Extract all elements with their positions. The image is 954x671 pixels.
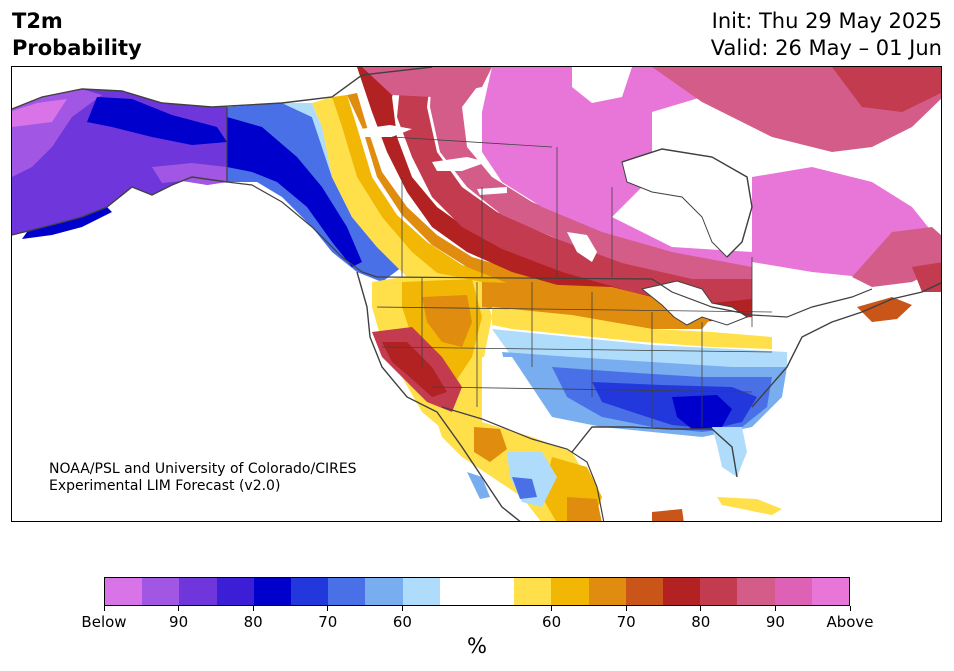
colorbar-ticks: Below 90 80 70 60 60 70 80 90 Above [81,606,874,636]
colorbar-tick [551,606,553,611]
colorbar-cell [625,578,664,605]
great-bear-lake [432,157,487,171]
forecast-dates: Init: Thu 29 May 2025 Valid: 26 May – 01… [711,8,942,62]
baffin-gap [712,127,792,167]
mexico-orange-spot [474,427,507,462]
great-slave-lake [360,125,412,137]
colorbar-cell [439,578,478,605]
maritimes-red [912,262,941,292]
map-credit: NOAA/PSL and University of Colorado/CIRE… [49,461,357,495]
colorbar-cell [588,578,626,605]
north-america-map [12,67,941,521]
title-variable: T2m [12,9,63,33]
colorbar-cell [811,578,850,605]
colorbar-cell [253,578,292,605]
title-product: Probability [12,36,142,60]
colorbar-tick [327,606,329,611]
colorbar-tick-label: 70 [318,613,338,631]
canada-west-deepblue [227,117,362,267]
colorbar-tick-label: Above [826,613,874,631]
colorbar-cell [142,578,180,605]
florida-light-blue [712,427,747,477]
colorbar-cell [514,578,552,605]
lake-winnipeg [567,232,597,262]
credit-line-1: NOAA/PSL and University of Colorado/CIRE… [49,461,357,477]
warm-band-darkorange [347,93,572,293]
colorbar-tick [700,606,702,611]
arctic-east-crimson [832,67,941,112]
warm-band-orange [332,95,532,297]
colorbar-cell [477,578,515,605]
colorbar-cell [105,578,143,605]
coastlines [12,67,941,521]
colorbar-tick [625,606,627,611]
colorbar-tick-label: 90 [765,613,785,631]
credit-line-2: Experimental LIM Forecast (v2.0) [49,478,281,494]
init-date: Init: Thu 29 May 2025 [711,9,942,33]
colorbar-cell [402,578,440,605]
baja-blue [467,472,490,499]
colorbar-tick [252,606,254,611]
warm-band-red [357,67,752,322]
colorbar-unit: % [467,634,487,658]
great-lakes [640,280,749,326]
mexico-darkorange [567,497,602,521]
canada-pink-interior [482,67,752,267]
colorbar-tick [774,606,776,611]
colorbar-tick-label: 60 [392,613,412,631]
colorbar-tick-label: 80 [243,613,263,631]
colorbar-cell [328,578,366,605]
valid-period: Valid: 26 May – 01 Jun [710,36,942,60]
colorbar-tick-label: Below [81,613,127,631]
colorbar-tick [401,606,403,611]
colorbar-tick [178,606,180,611]
map-title: T2m Probability [12,8,142,62]
colorbar-cell [551,578,589,605]
warm-band-yellow [312,97,482,297]
colorbar-cell [774,578,812,605]
alaska-pink-edge [12,99,67,127]
colorbar-tick [103,606,105,611]
state-borders [376,136,773,427]
lake-athabasca [477,187,507,195]
colorbar-tick-label: 70 [616,613,636,631]
alaska-blue-core [87,97,227,145]
colorbar-tick [849,606,851,611]
colorbar-legend [104,577,850,606]
canada-north-rose [362,67,492,97]
nova-scotia-orange [857,297,912,322]
colorbar-cell [365,578,403,605]
aleutians [22,207,112,239]
colorbar-cell [737,578,775,605]
probability-map [11,66,942,522]
arctic-sea-gap [572,67,632,103]
cuba-yellow [717,497,782,515]
yucatan-orange [652,509,684,521]
colorbar-cell [179,578,217,605]
colorbar-tick-label: 60 [542,613,562,631]
california-red-core [382,342,447,397]
colorbar-cell [216,578,254,605]
mexico-blue [512,477,537,499]
colorbar-cell [291,578,329,605]
colorbar-cell [700,578,738,605]
texas-white [482,357,552,427]
colorbar-cell [663,578,701,605]
warm-band-crimson [397,67,752,305]
colorbar-tick-label: 90 [169,613,189,631]
plains-warm-orange [482,282,712,329]
alaska-purple-ne [152,163,227,185]
colorbar-tick-label: 80 [691,613,711,631]
